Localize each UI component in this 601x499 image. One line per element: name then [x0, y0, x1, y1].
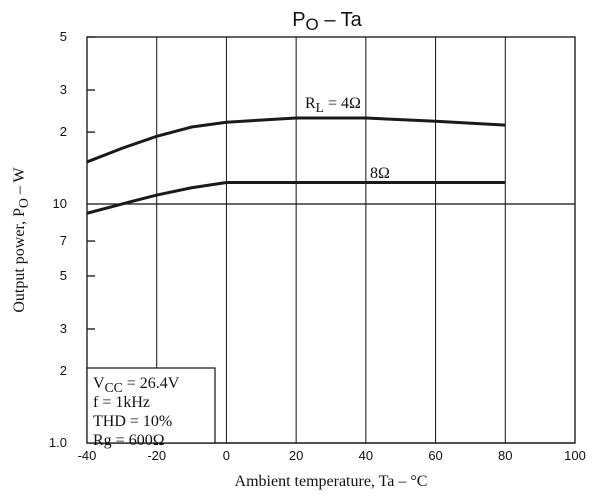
chart-title-part: – Ta: [319, 9, 363, 31]
condition-text-part: f = 1kHz: [93, 394, 150, 411]
x-tick-label: -20: [147, 448, 166, 463]
condition-box: [86, 367, 216, 444]
condition-text-part: Rg = 600Ω: [93, 432, 165, 449]
condition-text-part: = 26.4V: [123, 375, 180, 392]
y-tick-label: 1.0: [49, 435, 67, 450]
y-tick-label: 3: [60, 321, 67, 336]
series-line: [86, 181, 506, 215]
x-tick-label: -40: [78, 448, 97, 463]
y-tick-label: 5: [60, 29, 67, 44]
series-label: RL = 4Ω: [305, 95, 361, 115]
series-label-subscript: L: [316, 100, 324, 115]
x-tick-label: 20: [289, 448, 303, 463]
x-tick-label: 80: [498, 448, 512, 463]
series-label-part: 8Ω: [370, 165, 390, 182]
condition-text: Rg = 600Ω: [93, 432, 165, 449]
condition-text: f = 1kHz: [93, 394, 150, 411]
y-tick-label: 2: [60, 124, 67, 139]
y-axis-label-part: Output power, P: [11, 208, 28, 313]
series-line: [86, 116, 506, 164]
chart-title: PO – Ta: [292, 9, 362, 34]
condition-text-part: V: [93, 375, 105, 392]
chart-title-part: P: [292, 9, 305, 31]
x-tick-label: 0: [223, 448, 230, 463]
x-axis-label: Ambient temperature, Ta – °C: [235, 473, 428, 490]
y-axis-label-subscript: O: [16, 198, 31, 208]
series-label: 8Ω: [370, 165, 390, 182]
condition-text: THD = 10%: [93, 413, 172, 430]
series-label-part: R: [305, 95, 316, 112]
y-tick-label: 2: [60, 363, 67, 378]
series-label-part: = 4Ω: [324, 95, 361, 112]
y-axis-label: Output power, PO – W: [11, 166, 31, 312]
condition-text: VCC = 26.4V: [93, 375, 180, 395]
x-tick-label: 60: [428, 448, 442, 463]
chart-title-subscript: O: [306, 15, 319, 34]
x-tick-label: 100: [564, 448, 586, 463]
condition-text-subscript: CC: [105, 380, 123, 395]
condition-text-part: THD = 10%: [93, 413, 172, 430]
x-tick-label: 40: [359, 448, 373, 463]
y-tick-label: 10: [53, 196, 67, 211]
y-tick-label: 5: [60, 268, 67, 283]
y-tick-label: 7: [60, 233, 67, 248]
y-tick-label: 3: [60, 82, 67, 97]
y-axis-label-part: – W: [11, 166, 28, 198]
